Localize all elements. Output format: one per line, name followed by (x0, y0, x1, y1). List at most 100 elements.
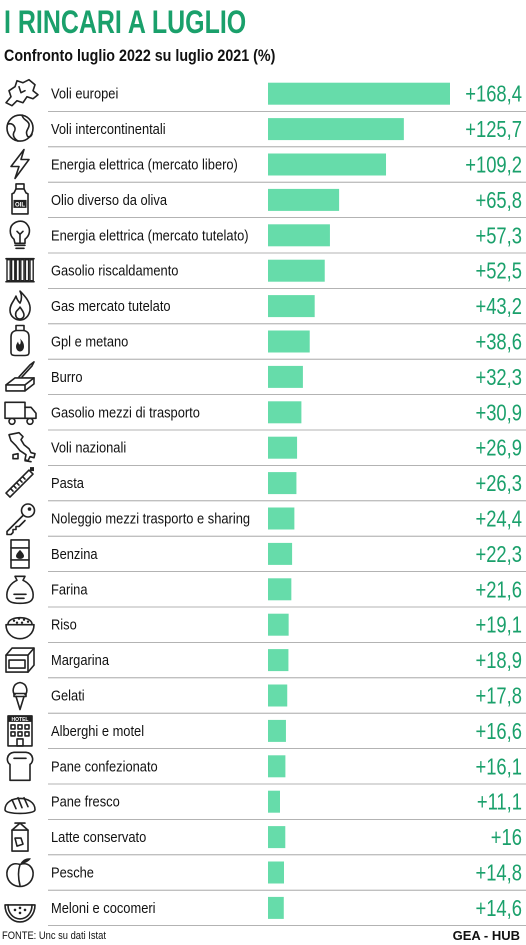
category-label: Alberghi e motel (51, 722, 144, 739)
value-label: +52,5 (475, 259, 522, 284)
bar (268, 330, 310, 353)
value-label: +17,8 (475, 684, 522, 709)
category-label: Energia elettrica (mercato tutelato) (51, 226, 249, 243)
butter-icon (5, 361, 35, 392)
fuel-barrel-icon (10, 539, 30, 569)
bar (268, 259, 325, 282)
category-label: Gas mercato tutelato (51, 297, 171, 314)
value-label: +18,9 (475, 648, 522, 673)
value-label: +16 (491, 825, 522, 850)
bar (268, 896, 284, 919)
credit-label: GEA - HUB (452, 928, 520, 943)
margarine-icon (5, 647, 35, 673)
category-label: Voli nazionali (51, 439, 126, 456)
chart-row: OIL Olio diverso da oliva +65,8 (11, 183, 526, 219)
value-label: +14,8 (475, 861, 522, 886)
radiator-icon (5, 257, 35, 283)
chart-row: Gelati +17,8 (12, 681, 526, 714)
chart-row: Meloni e cocomeri +14,6 (4, 896, 526, 926)
bar (268, 613, 289, 636)
chart-row: Benzina +22,3 (10, 539, 526, 573)
chart-row: Farina +21,6 (6, 575, 526, 608)
chart-row: Pane confezionato +16,1 (6, 751, 526, 785)
chart-row: Burro +32,3 (5, 361, 526, 396)
source-note: FONTE: Unc su dati Istat (2, 930, 106, 942)
value-label: +38,6 (475, 330, 522, 355)
pasta-icon (5, 467, 34, 498)
category-label: Voli intercontinentali (51, 120, 166, 137)
bar (268, 295, 315, 318)
category-label: Meloni e cocomeri (51, 899, 156, 916)
value-label: +22,3 (475, 542, 522, 567)
hotel-icon: HOTEL (7, 715, 33, 747)
bar (268, 826, 286, 849)
category-label: Burro (51, 368, 83, 385)
svg-text:HOTEL: HOTEL (12, 717, 29, 723)
chart-row: Voli nazionali +26,9 (8, 431, 526, 466)
category-label: Energia elettrica (mercato libero) (51, 156, 238, 173)
chart-row: Pesche +14,8 (6, 858, 526, 891)
bar (268, 542, 293, 565)
bar (268, 472, 297, 495)
value-label: +11,1 (477, 790, 522, 815)
chart-row: Energia elettrica (mercato libero) +109,2 (10, 148, 526, 183)
truck-icon (4, 401, 37, 426)
value-label: +57,3 (475, 223, 522, 248)
chart-row: Pane fresco +11,1 (4, 790, 526, 820)
category-label: Voli europei (51, 85, 118, 102)
bar (268, 684, 288, 707)
flour-sack-icon (6, 575, 34, 605)
category-label: Benzina (51, 545, 98, 562)
value-label: +43,2 (475, 294, 522, 319)
value-label: +26,3 (475, 471, 522, 496)
chart-row: Gasolio mezzi di trasporto +30,9 (4, 400, 526, 431)
category-label: Noleggio mezzi trasporto e sharing (51, 510, 250, 527)
value-label: +109,2 (465, 153, 522, 178)
lightning-icon (10, 148, 30, 180)
value-label: +19,1 (475, 613, 522, 638)
bar (268, 118, 404, 141)
chart-row: Pasta +26,3 (5, 467, 526, 502)
bar (268, 861, 284, 884)
chart-row: Gasolio riscaldamento +52,5 (5, 257, 526, 289)
rice-bowl-icon (5, 616, 35, 640)
category-label: Gpl e metano (51, 333, 129, 350)
chart-row: Gas mercato tutelato +43,2 (9, 290, 526, 325)
bar (268, 188, 340, 211)
key-icon (6, 503, 36, 536)
bar (268, 790, 280, 813)
italy-map-icon (8, 431, 36, 463)
page-title: I RINCARI A LUGLIO (4, 4, 247, 40)
chart-subtitle: Confronto luglio 2022 su luglio 2021 (%) (4, 46, 276, 65)
category-label: Olio diverso da oliva (51, 191, 167, 208)
chart-row: HOTEL Alberghi e motel +16,6 (7, 715, 526, 749)
chart-row: Energia elettrica (mercato tutelato) +57,… (9, 220, 526, 254)
europe-map-icon (5, 78, 39, 107)
globe-icon (6, 114, 34, 142)
peach-icon (6, 858, 34, 888)
value-label: +125,7 (465, 117, 522, 142)
gas-cylinder-icon (10, 324, 30, 357)
bar (268, 153, 387, 176)
category-label: Gasolio riscaldamento (51, 262, 179, 279)
bar (268, 365, 303, 388)
bread-loaf-icon (4, 796, 36, 815)
category-label: Latte conservato (51, 828, 146, 845)
chart-row: Voli intercontinentali +125,7 (6, 114, 526, 148)
bar (268, 401, 302, 424)
bar (268, 82, 450, 105)
bar (268, 578, 292, 601)
bar (268, 719, 286, 742)
ice-cream-icon (12, 681, 28, 711)
value-label: +24,4 (475, 507, 522, 532)
value-label: +14,6 (475, 896, 522, 921)
bar-chart: Voli europei +168,4 Voli intercontinentali… (4, 78, 526, 926)
bar (268, 436, 298, 459)
svg-text:OIL: OIL (15, 202, 25, 208)
category-label: Margarina (51, 651, 109, 668)
category-label: Farina (51, 580, 88, 597)
chart-row: Margarina +18,9 (5, 647, 526, 679)
light-bulb-icon (9, 220, 31, 250)
value-label: +65,8 (475, 188, 522, 213)
category-label: Pasta (51, 474, 84, 491)
